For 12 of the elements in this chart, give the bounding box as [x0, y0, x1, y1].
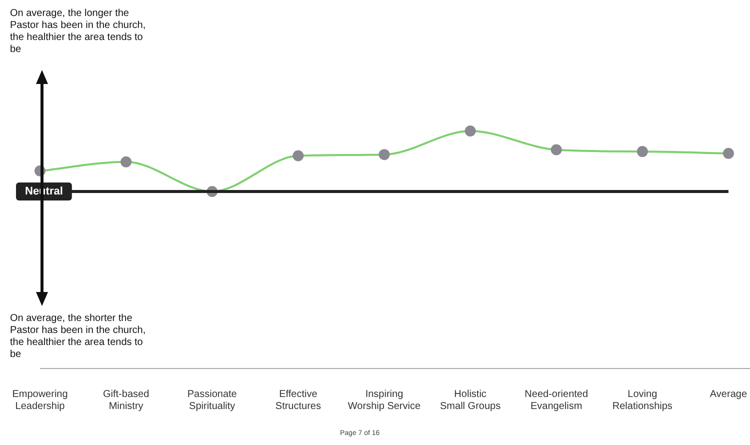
text: On average, the shorter the Pastor has been in the church, the healthier the area tends to be: [10, 313, 147, 361]
x-tick-label: Inspiring Worship Service: [348, 388, 421, 412]
text: On average, the longer the Pastor has been in the church, the healthier the area tends to be: [10, 8, 147, 56]
x-tick-label: Need-oriented Evangelism: [524, 388, 588, 412]
x-tick-label: Passionate Spirituality: [187, 388, 238, 412]
x-tick-label: Holistic Small Groups: [440, 388, 501, 412]
ref-line-label: Neutral: [24, 186, 63, 198]
x-tick-label: Empowering Leadership: [12, 388, 68, 412]
x-tick-label: Effective Structures: [275, 388, 321, 412]
x-tick-label: Gift-based Ministry: [102, 388, 150, 412]
x-tick-label: Loving Relationships: [612, 388, 672, 412]
x-tick-label: Average: [710, 388, 748, 400]
